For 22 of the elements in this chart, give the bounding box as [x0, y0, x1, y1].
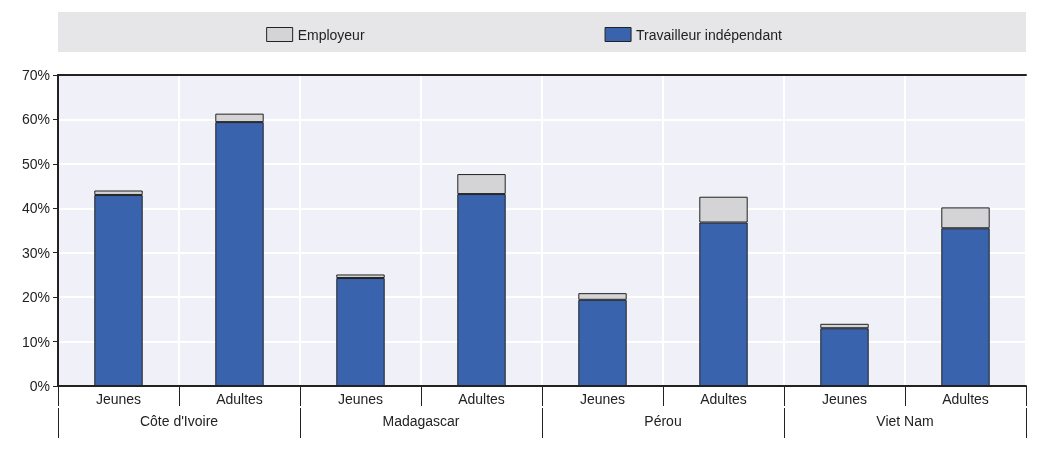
text: Madagascar: [382, 413, 460, 429]
x-tick-label: Adultes: [942, 391, 989, 407]
x-tick-label: Adultes: [458, 391, 505, 407]
x-tick-label: Adultes: [216, 391, 263, 407]
text: Pérou: [644, 413, 682, 429]
x-tick-label: Jeunes: [95, 391, 142, 407]
text: Côte d'Ivoire: [139, 413, 219, 429]
text: Viet Nam: [876, 413, 934, 429]
y-tick-label: 20%: [21, 289, 50, 306]
x-tick-label: Jeunes: [337, 391, 384, 407]
x-tick-label: Adultes: [700, 391, 747, 407]
y-tick-label: 60%: [21, 111, 50, 128]
x-tick-label: Jeunes: [821, 391, 868, 407]
y-tick-label: 10%: [21, 333, 50, 350]
x-tick-label: Jeunes: [579, 391, 626, 407]
y-tick-label: 40%: [21, 200, 50, 217]
legend-label: Travailleur indépendant: [636, 26, 782, 43]
y-tick-label: 0%: [29, 378, 50, 394]
y-tick-label: 50%: [21, 155, 50, 172]
y-tick-label: 30%: [21, 244, 50, 261]
legend-label: Employeur: [297, 26, 365, 43]
y-tick-label: 70%: [21, 67, 50, 83]
